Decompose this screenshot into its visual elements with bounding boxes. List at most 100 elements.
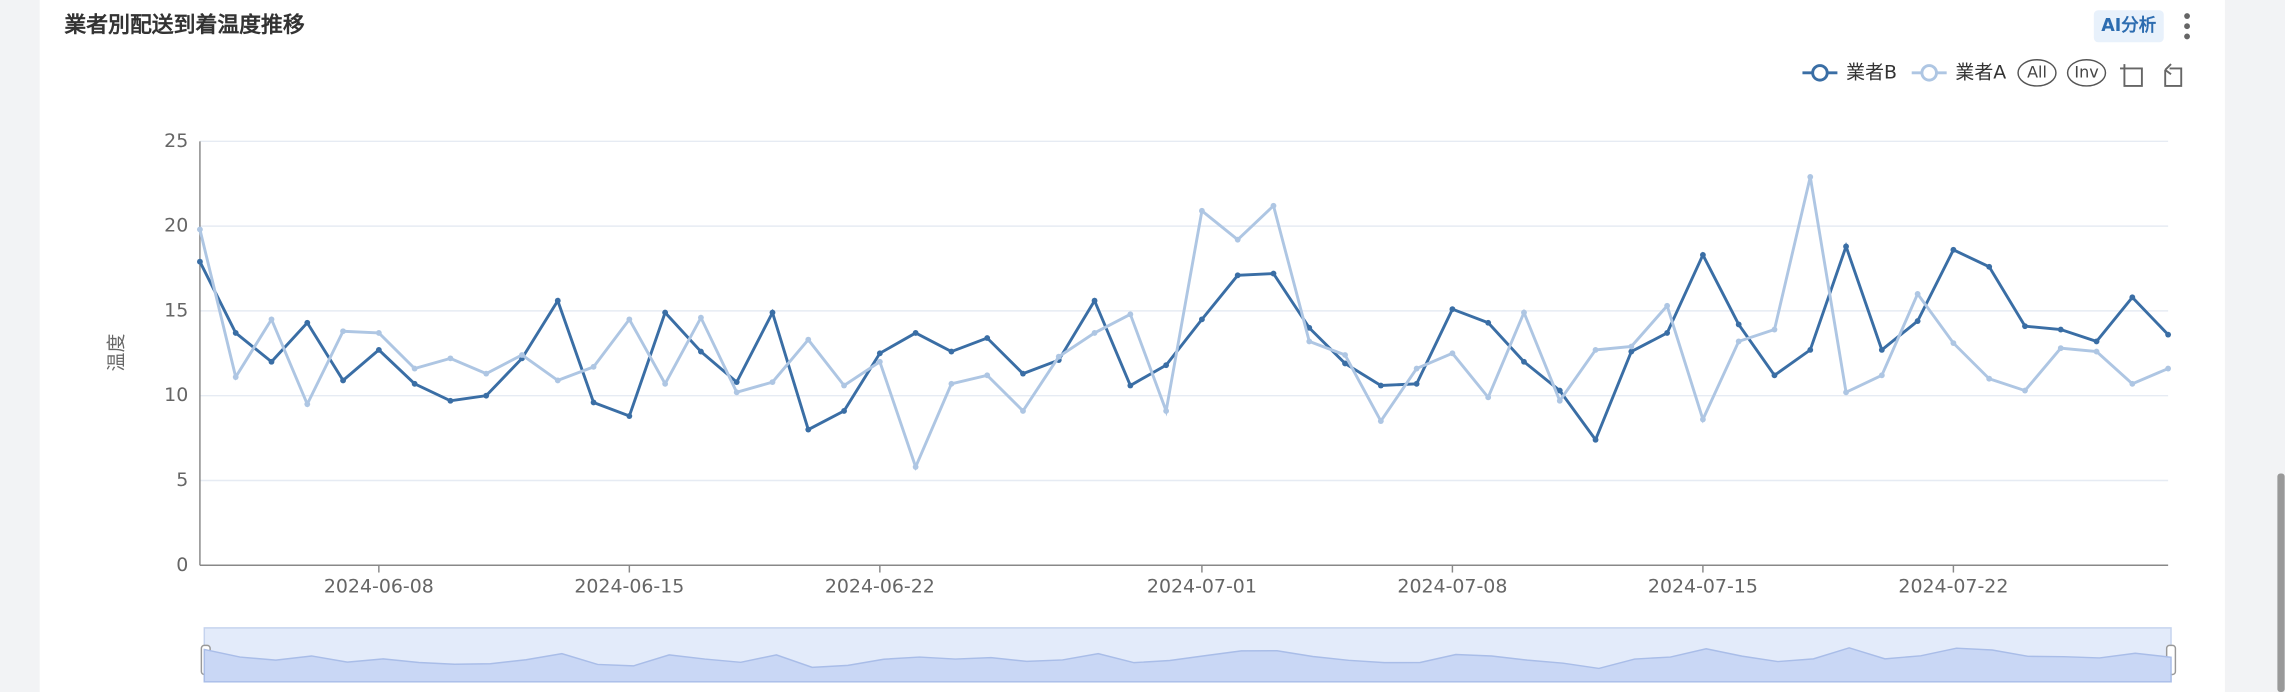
point	[1342, 360, 1348, 367]
point	[1055, 353, 1062, 360]
y-axis-label: 温度	[105, 334, 127, 372]
point	[1163, 362, 1170, 369]
x-tick-label: 2024-06-15	[574, 576, 684, 598]
point	[1878, 346, 1885, 353]
point	[1163, 408, 1170, 414]
legend-label: 業者B	[1846, 61, 1897, 83]
point	[841, 382, 847, 389]
point	[2093, 338, 2100, 345]
y-tick-label: 25	[164, 130, 188, 152]
point	[1270, 202, 1277, 209]
card	[39, 0, 2225, 692]
restore-icon[interactable]	[2164, 63, 2183, 87]
point	[1234, 272, 1241, 279]
point	[698, 314, 704, 321]
point	[1091, 330, 1098, 336]
all-button[interactable]	[2017, 59, 2057, 87]
point	[698, 348, 704, 355]
x-tick-label: 2024-06-08	[324, 576, 434, 598]
point	[1306, 324, 1313, 331]
all-button-label[interactable]: All	[2027, 62, 2047, 81]
point	[1843, 243, 1849, 250]
point	[662, 309, 669, 316]
y-tick-label: 10	[164, 384, 188, 406]
point	[197, 258, 203, 265]
point	[984, 335, 991, 341]
chart-title: 業者別配送到着温度推移	[63, 12, 304, 38]
menu-icon[interactable]	[2184, 13, 2190, 40]
point	[1449, 306, 1456, 313]
point	[1807, 346, 1814, 353]
point	[1986, 375, 1993, 382]
point	[2165, 365, 2172, 372]
point	[1091, 297, 1098, 304]
point	[662, 380, 669, 387]
point	[1950, 340, 1957, 347]
point	[268, 316, 275, 323]
point	[2093, 348, 2100, 355]
x-tick-label: 2024-07-15	[1648, 576, 1758, 598]
point	[1771, 372, 1778, 379]
point	[1485, 394, 1492, 401]
point	[1986, 263, 1993, 270]
point	[1198, 316, 1205, 323]
point	[805, 336, 812, 343]
point	[1234, 236, 1241, 243]
point	[232, 330, 239, 336]
point	[1449, 350, 1456, 357]
point	[232, 374, 239, 380]
point	[805, 426, 812, 433]
point	[769, 379, 776, 386]
series-line	[198, 241, 2170, 443]
point	[1377, 382, 1384, 389]
point	[1699, 252, 1706, 258]
point	[411, 365, 418, 372]
legend-label: 業者A	[1955, 61, 2006, 83]
point	[1735, 338, 1742, 345]
legend-marker	[1811, 64, 1829, 82]
x-tick-label: 2024-07-08	[1397, 576, 1507, 598]
point	[1413, 380, 1420, 387]
point	[554, 377, 561, 384]
point	[519, 352, 525, 358]
point	[733, 389, 740, 396]
ai-button[interactable]	[2093, 10, 2164, 43]
point	[1664, 330, 1671, 336]
point	[733, 379, 740, 386]
point	[1413, 365, 1420, 372]
point	[626, 316, 633, 323]
scrollbar[interactable]	[2277, 473, 2285, 692]
inv-button-label[interactable]: Inv	[2074, 62, 2098, 81]
point	[912, 330, 919, 336]
point	[841, 408, 847, 414]
inv-button[interactable]	[2066, 59, 2107, 87]
x-tick-label: 2024-06-22	[825, 576, 935, 598]
point	[2129, 380, 2136, 387]
point	[1020, 408, 1026, 414]
point	[2057, 326, 2064, 333]
point	[483, 370, 490, 377]
point	[1914, 318, 1921, 324]
point	[304, 401, 311, 408]
series-line	[198, 176, 2169, 471]
point	[447, 355, 454, 362]
point	[375, 346, 382, 353]
point	[1342, 352, 1348, 358]
point	[1306, 338, 1313, 345]
point	[2022, 387, 2028, 394]
point	[1950, 246, 1957, 253]
zoom-icon[interactable]	[2120, 64, 2143, 87]
point	[1592, 436, 1599, 443]
point	[876, 358, 883, 365]
ai-button-label[interactable]: AI分析	[2101, 15, 2156, 36]
point	[1628, 348, 1635, 355]
point	[1699, 416, 1706, 423]
point	[590, 399, 597, 406]
point	[1878, 372, 1885, 379]
point	[2022, 323, 2028, 330]
zoom-preview	[203, 647, 2172, 683]
point	[1628, 343, 1635, 350]
x-tick-label: 2024-07-22	[1898, 576, 2008, 598]
x-tick-label: 2024-07-01	[1147, 576, 1257, 598]
point	[769, 309, 776, 316]
